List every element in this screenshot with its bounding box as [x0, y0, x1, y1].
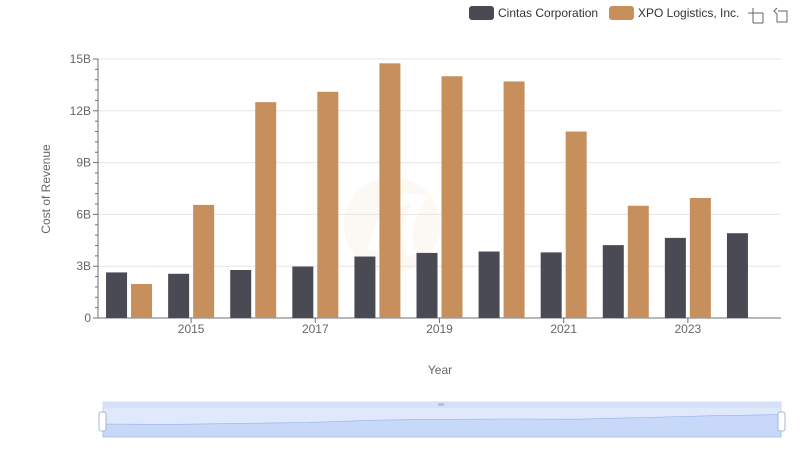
x-tick-label: 2017 — [302, 322, 329, 336]
bar-xpo-logistics-inc-2017[interactable] — [317, 91, 339, 318]
zoom-icon[interactable] — [748, 8, 764, 24]
bar-cintas-corporation-2014[interactable] — [106, 272, 128, 318]
bar-xpo-logistics-inc-2020[interactable] — [503, 81, 525, 319]
bar-cintas-corporation-2020[interactable] — [478, 251, 500, 318]
data-zoom-handle-right[interactable] — [777, 411, 786, 432]
data-zoom-handle-left[interactable] — [98, 411, 107, 432]
bar-cintas-corporation-2021[interactable] — [540, 252, 562, 318]
bar-cintas-corporation-2023[interactable] — [664, 237, 686, 318]
data-zoom-selection[interactable] — [103, 408, 781, 437]
y-tick-label: 3B — [76, 259, 91, 273]
bar-xpo-logistics-inc-2023[interactable] — [689, 197, 711, 318]
y-tick-label: 9B — [76, 156, 91, 170]
legend-label-cintas: Cintas Corporation — [498, 6, 598, 20]
legend-label-xpo: XPO Logistics, Inc. — [638, 6, 739, 20]
bar-xpo-logistics-inc-2021[interactable] — [565, 131, 587, 318]
bar-xpo-logistics-inc-2019[interactable] — [441, 76, 463, 319]
y-tick-label: 15B — [70, 52, 91, 66]
y-axis: 0 3B 6B 9B 12B 15B — [70, 52, 99, 325]
bar-cintas-corporation-2017[interactable] — [292, 266, 314, 318]
bar-xpo-logistics-inc-2022[interactable] — [627, 205, 649, 318]
y-tick-label: 6B — [76, 207, 91, 221]
x-axis-title: Year — [428, 363, 452, 377]
legend-item-xpo[interactable]: XPO Logistics, Inc. — [609, 6, 739, 20]
y-axis-title: Cost of Revenue — [39, 144, 53, 234]
bar-xpo-logistics-inc-2015[interactable] — [193, 204, 215, 318]
bar-cintas-corporation-2018[interactable] — [354, 256, 376, 318]
bar-xpo-logistics-inc-2014[interactable] — [131, 283, 153, 318]
restore-icon[interactable] — [773, 7, 788, 23]
bar-cintas-corporation-2016[interactable] — [230, 269, 252, 318]
bar-xpo-logistics-inc-2016[interactable] — [255, 102, 277, 319]
bars — [106, 63, 748, 319]
y-tick-label: 0 — [84, 311, 91, 325]
legend-swatch-cintas — [469, 6, 494, 20]
x-tick-label: 2023 — [675, 322, 702, 336]
bar-xpo-logistics-inc-2018[interactable] — [379, 63, 401, 318]
x-tick-label: 2015 — [178, 322, 205, 336]
y-tick-label: 12B — [70, 104, 91, 118]
data-zoom-slider[interactable] — [98, 401, 786, 438]
legend-swatch-xpo — [609, 6, 634, 20]
x-tick-label: 2019 — [426, 322, 453, 336]
data-zoom-preview — [102, 414, 782, 438]
data-zoom-bar[interactable] — [103, 402, 781, 408]
bar-cintas-corporation-2022[interactable] — [602, 245, 624, 318]
legend: Cintas Corporation XPO Logistics, Inc. — [469, 6, 739, 20]
data-zoom-grip-icon[interactable] — [438, 403, 444, 406]
bar-cintas-corporation-2019[interactable] — [416, 252, 438, 318]
bar-cintas-corporation-2015[interactable] — [168, 273, 190, 318]
x-axis: 2015 2017 2019 2021 2023 — [98, 317, 781, 336]
x-tick-label: 2021 — [550, 322, 577, 336]
legend-item-cintas[interactable]: Cintas Corporation — [469, 6, 598, 20]
bar-cintas-corporation-2024[interactable] — [726, 233, 748, 318]
